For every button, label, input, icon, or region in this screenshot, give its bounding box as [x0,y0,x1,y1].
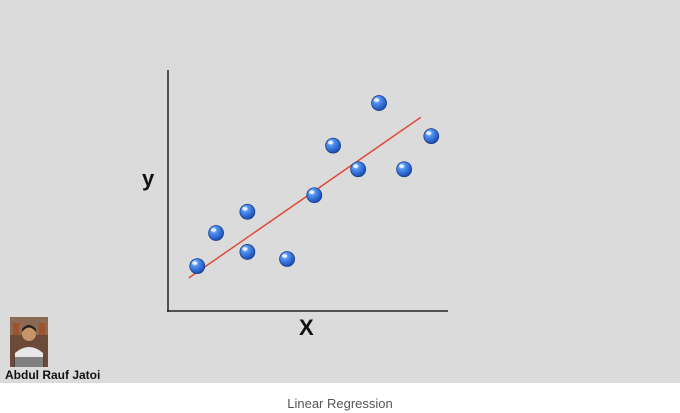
data-point [306,187,323,204]
data-point [239,203,256,220]
slide: y X Abdul Rauf Jatoi [0,0,680,383]
data-point [239,244,256,260]
image-caption: Linear Regression [287,396,393,411]
data-point [325,137,341,154]
data-point [396,161,413,178]
y-axis-label: y [142,166,155,191]
author-name: Abdul Rauf Jatoi [5,368,101,382]
data-point [208,225,224,241]
data-point [371,95,387,111]
data-point [423,128,440,145]
author-photo [10,317,48,367]
data-point [279,251,296,267]
data-point [350,161,367,178]
data-point [189,258,206,275]
regression-line [188,116,422,279]
x-axis-label: X [299,315,314,340]
regression-plot [167,70,448,312]
